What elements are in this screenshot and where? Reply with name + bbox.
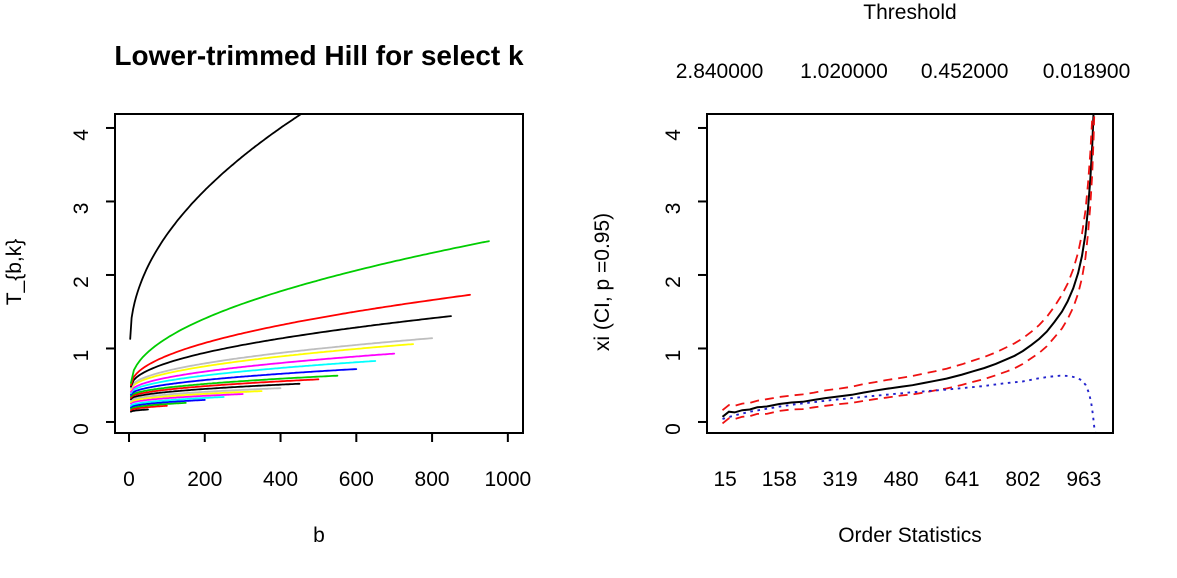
tick-label: 3 <box>70 203 93 215</box>
curve-trimmed-hill-k2 <box>130 404 168 412</box>
curve-trimmed-hill-k18 <box>130 293 471 387</box>
tick-label: 2 <box>662 276 685 288</box>
curve-trimmed-hill-k11 <box>130 374 339 398</box>
tick-label: 480 <box>884 468 919 491</box>
curve-trimmed-hill-k8 <box>130 387 282 402</box>
curve-trimmed-hill-k20 <box>129 114 303 340</box>
curve-trimmed-hill-k12 <box>130 368 358 396</box>
plot-area-1 <box>721 114 1097 433</box>
tick-label: 4 <box>662 129 685 141</box>
curve-trimmed-hill-k13 <box>130 360 377 395</box>
tick-label: 158 <box>762 468 797 491</box>
tick-label: 400 <box>263 468 298 491</box>
curve-trimmed-hill-k17 <box>130 315 452 388</box>
tick-label: 641 <box>945 468 980 491</box>
curve-trimmed-hill-k1 <box>130 408 149 413</box>
curve-trimmed-hill-k3 <box>130 402 187 410</box>
right-x-axis-title: Order Statistics <box>838 524 982 547</box>
series-xi-estimate <box>721 114 1095 418</box>
series-ci-lower <box>721 114 1096 425</box>
curve-trimmed-hill-k15 <box>130 343 414 391</box>
plot-area-0 <box>129 114 490 413</box>
left-x-axis-title: b <box>313 524 325 547</box>
tick-label: 963 <box>1066 468 1101 491</box>
tick-label: 800 <box>415 468 450 491</box>
tick-label: 600 <box>339 468 374 491</box>
tick-label: 1000 <box>484 468 531 491</box>
plot-box-0 <box>114 113 524 434</box>
tick-label: 1 <box>662 350 685 362</box>
tick-label: 200 <box>187 468 222 491</box>
curve-trimmed-hill-k9 <box>130 382 301 401</box>
tick-label: 0.018900 <box>1043 60 1131 83</box>
curve-trimmed-hill-k5 <box>130 396 225 407</box>
right-y-axis-title: xi (CI, p =0.95) <box>591 212 614 352</box>
tick-label: 3 <box>662 203 685 215</box>
tick-label: 0 <box>662 423 685 435</box>
curve-trimmed-hill-k4 <box>130 399 206 409</box>
tick-label: 802 <box>1005 468 1040 491</box>
tick-label: 319 <box>823 468 858 491</box>
right-top-axis-title: Threshold <box>863 1 957 24</box>
tick-label: 1 <box>70 350 93 362</box>
left-plot-title: Lower-trimmed Hill for select k <box>114 40 524 71</box>
tick-label: 1.020000 <box>800 60 888 83</box>
tick-label: 0 <box>123 468 135 491</box>
tick-label: 2.840000 <box>676 60 764 83</box>
left-y-axis-title: T_{b,k} <box>3 238 26 306</box>
curve-trimmed-hill-k10 <box>130 378 320 399</box>
series-ci-upper <box>721 114 1094 411</box>
curve-trimmed-hill-k14 <box>130 352 396 393</box>
tick-label: 0 <box>70 423 93 435</box>
curve-trimmed-hill-k7 <box>130 390 263 403</box>
curve-trimmed-hill-k16 <box>130 337 433 390</box>
plot-box-1 <box>706 113 1114 434</box>
tick-label: 4 <box>70 129 93 141</box>
tick-label: 0.452000 <box>921 60 1009 83</box>
tick-label: 2 <box>70 276 93 288</box>
tick-label: 15 <box>713 468 736 491</box>
curve-trimmed-hill-k19 <box>130 240 490 384</box>
curve-trimmed-hill-k6 <box>130 393 244 405</box>
